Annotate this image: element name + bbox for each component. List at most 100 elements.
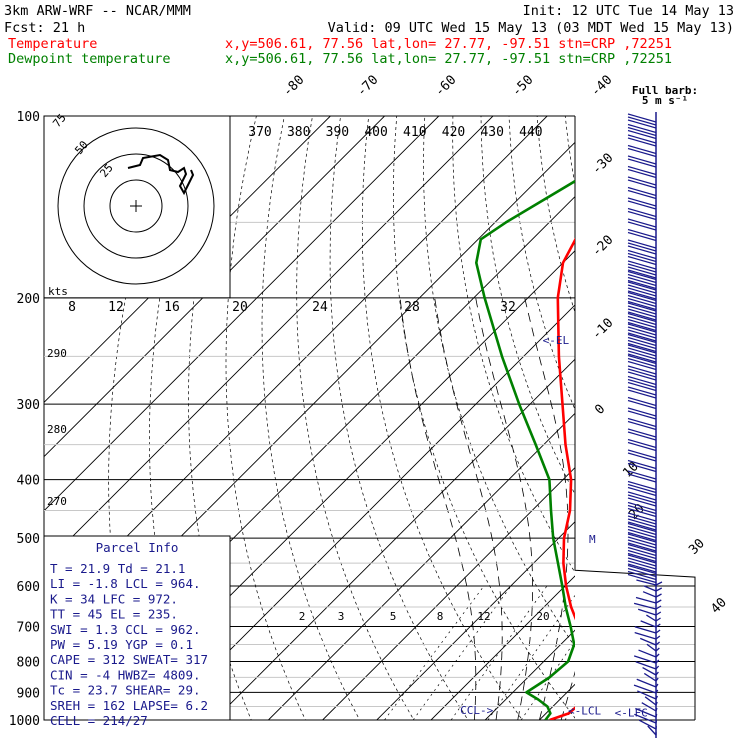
wind-barb [627,308,657,318]
wind-barb [627,336,657,347]
isotherm-line [44,116,440,512]
wind-barb [627,137,657,147]
wind-barb [627,231,657,242]
pressure-label-200: 200 [17,292,40,307]
pressure-label-800: 800 [17,655,40,670]
wind-barb [627,554,657,564]
wind-barb [627,287,657,297]
legend-dewpoint-location: x,y=506.61, 77.56 lat,lon= 27.77, -97.51… [225,51,672,67]
dry-adiabat-line [678,116,740,733]
wind-barb [627,375,657,386]
dry-adiabat-line [329,116,469,720]
wind-barb [627,200,657,210]
wind-barb [627,539,657,549]
wind-barb [627,284,657,294]
wind-barb [627,507,657,518]
wind-barb [627,536,657,546]
wind-barb [627,399,657,410]
isotherm-label: -30 [589,151,616,178]
moist-adiabat-line [604,298,720,720]
wind-barb [627,291,657,302]
isotherm-label: 40 [708,595,730,617]
wind-barb [627,279,657,290]
wind-barb [627,165,657,176]
isotherm-line [159,304,575,720]
parcel-info-row: TT = 45 EL = 235. [50,607,178,622]
moist-adiabat-line [560,671,575,720]
wind-barb [627,557,657,567]
wind-barb [627,573,657,584]
hodograph-speed-label: 28 [404,300,420,315]
wind-barb [627,266,657,276]
theta-label: 430 [480,125,503,140]
wind-barb [627,462,657,473]
wind-barb [627,155,657,165]
legend-temperature: Temperature [8,36,97,52]
wind-barb [627,497,657,507]
wind-barb [627,389,657,399]
wind-barb [627,245,657,255]
wind-barb [655,605,662,610]
wind-barb [627,431,657,441]
mixing-ratio-label: 5 [390,610,397,623]
theta-label: 400 [364,125,387,140]
isotherm-line [213,358,575,720]
wind-barb [637,690,657,700]
wind-barb [627,315,657,326]
isotherm-line [430,575,575,720]
isotherm-line [44,116,548,620]
wind-barb [627,113,657,123]
wind-barb [627,504,657,515]
parcel-info-row: PW = 5.19 YGP = 0.1 [50,637,193,652]
wind-barb [643,672,657,682]
wind-barb [627,333,657,344]
hodograph-speed-label: 12 [108,300,124,315]
wind-barb [633,655,657,664]
wind-barb [627,221,657,231]
wind-barb [627,501,657,512]
wind-barb [655,659,660,664]
wind-barb [627,228,657,239]
wind-barb [627,480,657,491]
hodograph-speed-label: 32 [500,300,516,315]
isotherm-line [539,683,575,720]
wind-barb [627,134,657,144]
wind-barb [627,318,657,329]
wind-barb [627,564,657,575]
dry-adiabat-line [296,116,415,720]
mixing-ratio-line [564,704,575,720]
dry-adiabat-line [480,116,575,495]
theta-label: 440 [519,125,542,140]
wind-barb [627,260,657,270]
wind-barb [627,386,657,396]
wind-barb [627,549,657,560]
parcel-info-row: SWI = 1.3 CCL = 962. [50,622,201,637]
wind-barb [627,197,657,207]
wind-barb [655,713,658,718]
parcel-info-panel: Parcel Info T = 21.9 Td = 21.1LI = -1.8 … [43,535,231,728]
wind-barb [627,570,657,581]
wind-barb [636,579,657,586]
wind-barb [627,350,657,360]
parcel-info-row: T = 21.9 Td = 21.1 [50,561,185,576]
wind-barb [627,158,657,168]
valid-time: Valid: 09 UTC Wed 15 May 13 (03 MDT Wed … [328,20,734,36]
wind-barb [642,667,657,676]
wind-barb [627,428,657,438]
wind-barb [627,354,657,365]
wind-barb [627,528,657,539]
isotherm-line [268,412,575,720]
pressure-label-100: 100 [17,110,40,125]
wind-barb [627,473,657,483]
hodograph-speed-label: 16 [164,300,180,315]
wind-barb [627,470,657,480]
wind-barb [646,643,657,652]
wind-barb [655,647,660,652]
legend-dewpoint: Dewpoint temperature [8,51,171,67]
wind-barb [636,678,657,688]
annotation-label: <-EL [543,334,570,347]
wind-barb [635,596,657,604]
wind-barb [627,342,657,353]
adiabat-label: 290 [47,347,67,360]
wind-barb [638,649,657,658]
